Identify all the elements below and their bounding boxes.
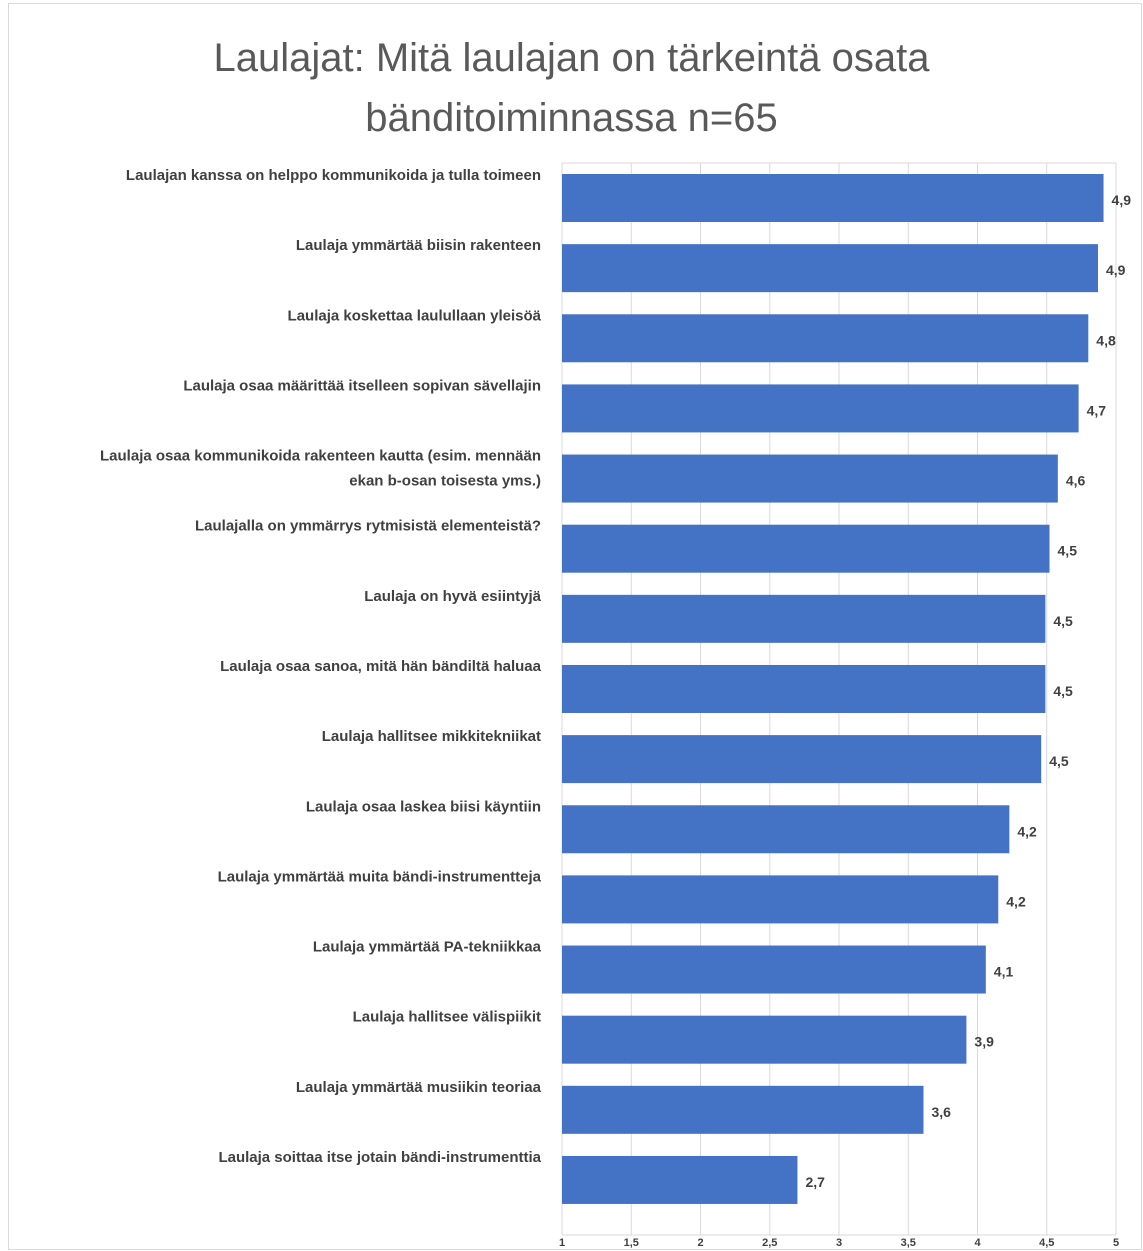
bar-9 bbox=[562, 805, 1010, 854]
x-axis-ticks: 1 1,5 2 2,5 3 3,5 4 4,5 5 bbox=[559, 1237, 1119, 1249]
category-label-4-line-0: Laulaja osaa kommunikoida rakenteen kaut… bbox=[100, 448, 541, 465]
bar-12 bbox=[562, 1015, 967, 1064]
value-label-7: 4,5 bbox=[1053, 683, 1073, 699]
bar-0 bbox=[562, 174, 1104, 222]
category-labels: Laulajan kanssa on helppo kommunikoida j… bbox=[100, 167, 542, 1166]
chart-title-line-1: Laulajat: Mitä laulajan on tärkeintä osa… bbox=[213, 36, 930, 80]
bar-4 bbox=[562, 454, 1058, 503]
chart-title: Laulajat: Mitä laulajan on tärkeintä osa… bbox=[0, 28, 1143, 148]
value-label-12: 3,9 bbox=[974, 1034, 994, 1050]
value-label-2: 4,8 bbox=[1096, 332, 1116, 348]
bar-7 bbox=[562, 664, 1046, 713]
bar-10 bbox=[562, 875, 999, 924]
x-tick-label-6: 4 bbox=[974, 1237, 981, 1249]
x-tick-label-5: 3,5 bbox=[901, 1237, 916, 1249]
value-label-10: 4,2 bbox=[1006, 893, 1026, 909]
bar-8 bbox=[562, 735, 1042, 784]
value-label-14: 2,7 bbox=[805, 1174, 825, 1190]
x-tick-label-8: 5 bbox=[1113, 1237, 1119, 1249]
category-label-11: Laulaja ymmärtää PA-tekniikkaa bbox=[313, 939, 542, 956]
value-label-5: 4,5 bbox=[1058, 543, 1078, 559]
chart-title-line-2: bänditoiminnassa n=65 bbox=[365, 96, 778, 140]
x-tick-label-2: 2 bbox=[697, 1237, 703, 1249]
category-label-13: Laulaja ymmärtää musiikin teoriaa bbox=[296, 1079, 542, 1096]
bar-1 bbox=[562, 244, 1098, 293]
category-label-7: Laulaja osaa sanoa, mitä hän bändiltä ha… bbox=[220, 658, 542, 675]
bar-5 bbox=[562, 524, 1050, 573]
category-label-5: Laulajalla on ymmärrys rytmisistä elemen… bbox=[195, 518, 541, 535]
category-label-1: Laulaja ymmärtää biisin rakenteen bbox=[296, 237, 541, 254]
x-tick-label-3: 2,5 bbox=[762, 1237, 777, 1249]
category-label-14: Laulaja soittaa itse jotain bändi-instru… bbox=[218, 1149, 541, 1166]
category-label-8: Laulaja hallitsee mikkitekniikat bbox=[322, 728, 541, 745]
category-label-4-line-1: ekan b-osan toisesta yms.) bbox=[349, 473, 541, 490]
value-label-3: 4,7 bbox=[1087, 402, 1107, 418]
value-labels: 4,9 4,9 4,8 4,7 4,6 4,5 4,5 4,5 4,5 4,2 4,2 4,1 3,9 3… bbox=[805, 192, 1131, 1190]
x-tick-label-7: 4,5 bbox=[1039, 1237, 1054, 1249]
bar-13 bbox=[562, 1085, 924, 1134]
bar-14 bbox=[562, 1155, 798, 1204]
x-tick-label-0: 1 bbox=[559, 1237, 565, 1249]
x-tick-label-1: 1,5 bbox=[624, 1237, 639, 1249]
category-label-2: Laulaja koskettaa laulullaan yleisöä bbox=[288, 307, 542, 324]
value-label-4: 4,6 bbox=[1066, 473, 1086, 489]
category-label-6: Laulaja on hyvä esiintyjä bbox=[364, 588, 541, 605]
bar-3 bbox=[562, 384, 1079, 433]
value-label-8: 4,5 bbox=[1049, 753, 1069, 769]
value-label-1: 4,9 bbox=[1106, 262, 1126, 278]
x-tick-label-4: 3 bbox=[836, 1237, 842, 1249]
value-label-11: 4,1 bbox=[994, 964, 1014, 980]
value-label-0: 4,9 bbox=[1112, 192, 1132, 208]
value-label-6: 4,5 bbox=[1053, 613, 1073, 629]
value-label-9: 4,2 bbox=[1017, 823, 1037, 839]
category-label-12: Laulaja hallitsee välispiikit bbox=[353, 1009, 541, 1026]
bar-6 bbox=[562, 594, 1046, 643]
category-label-3: Laulaja osaa määrittää itselleen sopivan… bbox=[183, 377, 541, 394]
bar-11 bbox=[562, 945, 986, 994]
bars bbox=[562, 174, 1104, 1204]
value-label-13: 3,6 bbox=[931, 1104, 951, 1120]
bar-2 bbox=[562, 314, 1089, 363]
category-label-0: Laulajan kanssa on helppo kommunikoida j… bbox=[126, 167, 541, 184]
category-label-10: Laulaja ymmärtää muita bändi-instrumentt… bbox=[218, 868, 542, 885]
category-label-9: Laulaja osaa laskea biisi käyntiin bbox=[306, 798, 541, 815]
